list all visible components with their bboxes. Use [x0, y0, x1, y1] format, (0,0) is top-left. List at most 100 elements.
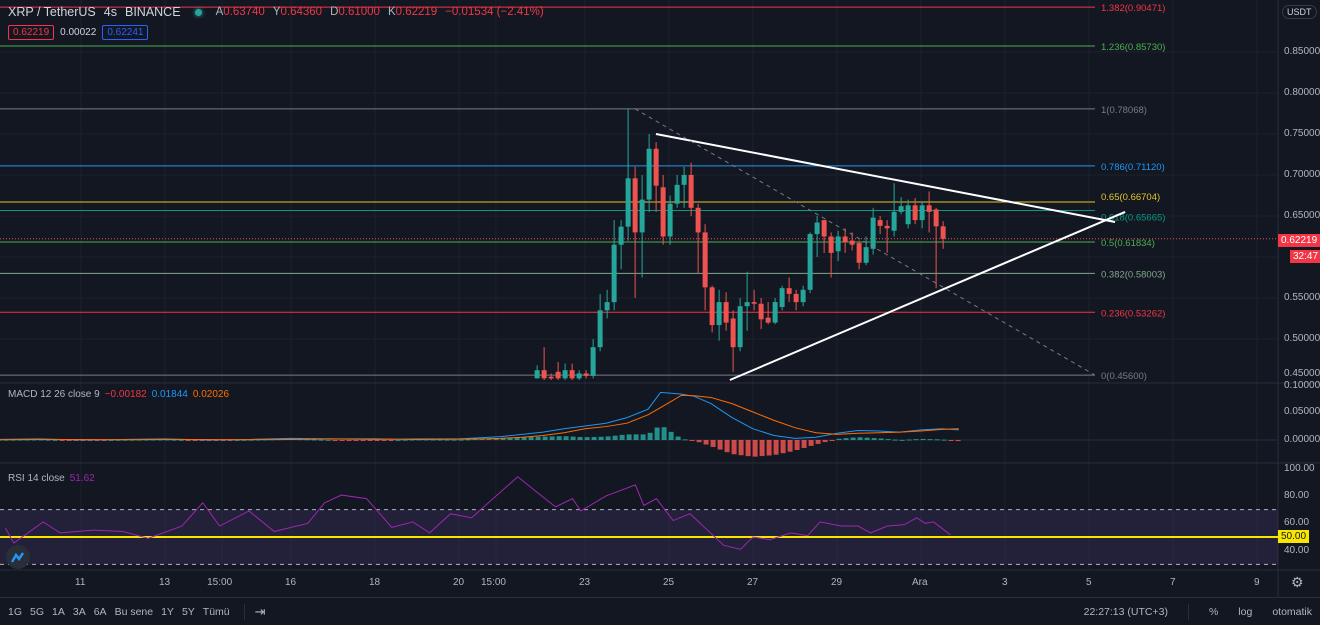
candle: [765, 302, 771, 325]
chart-canvas[interactable]: 1.382(0.90471) 1.236(0.85730) 1(0.78068) 0.…: [0, 0, 1320, 597]
macd-histogram-bar: [794, 440, 800, 451]
ohlc-open: A0.63740: [215, 6, 265, 18]
macd-histogram-bar: [647, 432, 653, 440]
macd-histogram-bar: [591, 436, 597, 440]
macd-histogram-bar: [738, 440, 744, 456]
candle: [793, 289, 799, 311]
symbol-name[interactable]: XRP / TetherUS: [8, 5, 96, 19]
macd-histogram-bar: [213, 440, 219, 441]
range-button[interactable]: 3A: [72, 605, 86, 618]
macd-signal-line: [0, 394, 959, 441]
candle: [576, 370, 582, 380]
macd-histogram-bar: [150, 439, 156, 441]
candle-body: [884, 225, 890, 229]
sell-price-button[interactable]: 0.62219: [8, 25, 55, 40]
candle-body: [821, 220, 827, 237]
macd-histogram-bar: [388, 440, 394, 441]
macd-histogram-bar: [745, 440, 751, 457]
macd-histogram-bar: [878, 438, 884, 440]
candle-body: [751, 302, 757, 304]
range-button[interactable]: 6A: [93, 605, 107, 618]
candle-body: [814, 222, 820, 235]
settings-gear-icon[interactable]: ⚙: [1291, 574, 1304, 590]
macd-histogram-bar: [850, 437, 856, 440]
range-button[interactable]: 1Y: [161, 605, 174, 618]
macd-histogram-bar: [955, 440, 961, 442]
macd-histogram-bar: [402, 439, 408, 441]
macd-histogram-bar: [38, 439, 44, 441]
candle: [618, 220, 624, 270]
macd-histogram-bar: [885, 439, 891, 441]
range-button[interactable]: 1A: [52, 605, 65, 618]
range-button[interactable]: Bu sene: [114, 605, 154, 618]
candle: [562, 363, 568, 380]
range-button[interactable]: 5G: [30, 605, 45, 618]
ohlc-low: D0.61000: [330, 6, 380, 18]
candle: [611, 220, 617, 311]
rsi-legend[interactable]: RSI 14 close 51.62: [8, 473, 95, 484]
macd-histogram-bar: [122, 439, 128, 441]
log-toggle[interactable]: log: [1238, 605, 1253, 618]
candle-body: [611, 244, 617, 303]
macd-histogram-bar: [920, 438, 926, 440]
candle: [807, 232, 813, 294]
candle-body: [912, 205, 918, 221]
candle: [730, 310, 736, 372]
auto-scale-toggle[interactable]: otomatik: [1272, 605, 1312, 618]
candle-body: [632, 178, 638, 233]
time-tick: 9: [1254, 577, 1260, 588]
range-button[interactable]: Tümü: [202, 605, 230, 618]
clock[interactable]: 22:27:13 (UTC+3): [1083, 605, 1168, 618]
macd-histogram-bar: [80, 440, 86, 441]
candle: [800, 285, 806, 307]
date-range-icon[interactable]: ⇥: [243, 603, 266, 620]
candle-body: [702, 232, 708, 288]
interval[interactable]: 4s: [103, 5, 117, 19]
time-tick: 18: [369, 577, 381, 588]
macd-legend[interactable]: MACD 12 26 close 9 −0.00182 0.01844 0.02…: [8, 389, 229, 400]
candle: [709, 285, 715, 333]
macd-histogram-bar: [465, 439, 471, 441]
time-tick: 25: [663, 577, 675, 588]
time-tick: 23: [579, 577, 591, 588]
macd-legend-hist: −0.00182: [104, 389, 147, 400]
macd-histogram-bar: [549, 436, 555, 440]
macd-histogram-bar: [773, 440, 779, 455]
macd-histogram-bar: [472, 439, 478, 441]
time-tick: 7: [1170, 577, 1176, 588]
macd-histogram-bar: [367, 440, 373, 441]
tradingview-logo-icon[interactable]: [6, 545, 30, 569]
macd-histogram-bar: [948, 440, 954, 441]
buy-price-button[interactable]: 0.62241: [102, 25, 149, 40]
ohlc-close: K0.62219: [387, 6, 438, 18]
macd-histogram-bar: [164, 439, 170, 441]
fib-level-label: 0.65(0.66704): [1101, 192, 1160, 203]
macd-histogram-bar: [521, 437, 527, 440]
macd-histogram-bar: [689, 440, 695, 441]
candle: [541, 347, 547, 380]
candle-body: [681, 175, 687, 185]
candle-body: [730, 318, 736, 348]
candle: [814, 216, 820, 257]
candle: [835, 230, 841, 262]
toolbar-divider: [1187, 603, 1189, 620]
macd-histogram-bar: [766, 440, 772, 456]
macd-histogram-bar: [815, 440, 821, 444]
macd-histogram-bar: [724, 440, 730, 453]
percent-toggle[interactable]: %: [1208, 605, 1219, 618]
macd-histogram-bar: [311, 439, 317, 441]
range-button[interactable]: 1G: [8, 605, 23, 618]
macd-histogram-bar: [444, 439, 450, 441]
macd-legend-macd: 0.01844: [151, 389, 188, 400]
candle-body: [849, 240, 855, 245]
macd-histogram-bar: [178, 439, 184, 441]
currency-button[interactable]: USDT: [1282, 5, 1317, 19]
macd-histogram-bar: [318, 439, 324, 441]
fib-level-label: 0.786(0.71120): [1101, 162, 1165, 173]
macd-histogram-bar: [500, 438, 506, 440]
candle: [779, 285, 785, 311]
time-tick: 15:00: [480, 577, 506, 588]
rsi-line: [4, 476, 951, 550]
range-button[interactable]: 5Y: [181, 605, 195, 618]
macd-histogram-bar: [416, 439, 422, 441]
